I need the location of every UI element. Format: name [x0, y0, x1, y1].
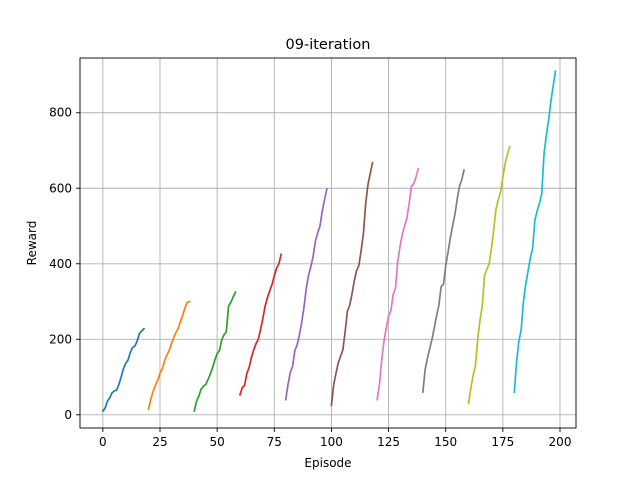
x-tick-label: 200 — [549, 435, 572, 449]
y-axis-ticks: 0 200 400 600 800 — [49, 106, 80, 422]
series-line-6 — [330, 161, 374, 407]
series-line-2 — [147, 300, 191, 411]
x-axis-ticks: 0 25 50 75 100 125 150 175 200 — [99, 428, 571, 449]
x-tick-label: 100 — [320, 435, 343, 449]
y-tick-label: 200 — [49, 332, 72, 346]
plot-frame — [79, 57, 577, 429]
series-line-4 — [238, 253, 283, 396]
y-tick-label: 600 — [49, 181, 72, 195]
series-line-1 — [101, 327, 146, 413]
series-lines — [101, 70, 557, 413]
series-line-8 — [421, 169, 466, 394]
x-tick-label: 150 — [434, 435, 457, 449]
x-tick-label: 175 — [491, 435, 514, 449]
chart-title: 09-iteration — [286, 37, 371, 53]
series-line-3 — [193, 290, 237, 413]
x-tick-label: 75 — [267, 435, 282, 449]
x-tick-label: 125 — [377, 435, 400, 449]
x-tick-label: 0 — [99, 435, 107, 449]
x-tick-label: 50 — [210, 435, 225, 449]
grid — [80, 58, 576, 428]
y-tick-label: 800 — [49, 106, 72, 120]
y-tick-label: 0 — [64, 408, 72, 422]
series-line-9 — [467, 145, 511, 405]
x-tick-label: 25 — [152, 435, 167, 449]
x-axis-label: Episode — [304, 456, 351, 470]
y-axis-label: Reward — [25, 221, 39, 266]
series-line-7 — [376, 167, 420, 401]
series-line-5 — [284, 187, 328, 401]
y-tick-label: 400 — [49, 257, 72, 271]
series-line-10 — [513, 70, 557, 394]
